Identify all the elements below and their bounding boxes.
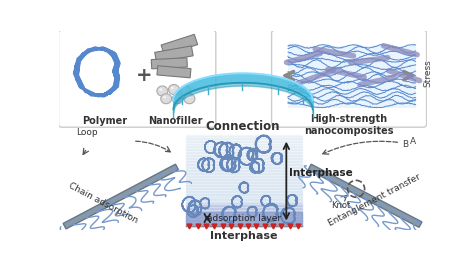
Ellipse shape <box>163 96 166 98</box>
Polygon shape <box>157 66 191 78</box>
Text: Polymer: Polymer <box>82 116 127 126</box>
Text: Connection: Connection <box>206 119 280 133</box>
Polygon shape <box>161 34 198 55</box>
Text: High-strength
nanocomposites: High-strength nanocomposites <box>304 114 394 136</box>
Polygon shape <box>151 58 187 69</box>
Text: Nanofiller: Nanofiller <box>148 116 203 126</box>
Text: B: B <box>402 140 408 149</box>
Polygon shape <box>63 164 178 229</box>
Text: adsorption layer: adsorption layer <box>207 214 281 223</box>
Text: A: A <box>410 136 416 146</box>
Ellipse shape <box>161 94 172 104</box>
Text: Interphase: Interphase <box>290 168 353 178</box>
Ellipse shape <box>159 88 162 91</box>
Ellipse shape <box>175 96 178 98</box>
Ellipse shape <box>169 84 179 94</box>
Text: Chain adsorption: Chain adsorption <box>67 181 139 225</box>
Ellipse shape <box>180 86 191 96</box>
Text: Entanglement transfer: Entanglement transfer <box>327 172 422 228</box>
FancyBboxPatch shape <box>58 30 216 127</box>
Polygon shape <box>155 46 193 62</box>
Ellipse shape <box>173 94 183 104</box>
Text: Knot: Knot <box>331 201 350 210</box>
Ellipse shape <box>182 88 186 91</box>
Ellipse shape <box>186 96 190 98</box>
Text: Stress: Stress <box>423 59 432 87</box>
Polygon shape <box>288 46 416 108</box>
Ellipse shape <box>157 86 168 96</box>
Text: Loop: Loop <box>76 128 98 137</box>
Polygon shape <box>308 164 422 227</box>
Text: Interphase: Interphase <box>210 231 277 241</box>
Ellipse shape <box>184 94 195 104</box>
FancyBboxPatch shape <box>272 30 427 127</box>
Text: +: + <box>136 66 153 85</box>
Ellipse shape <box>171 87 174 89</box>
